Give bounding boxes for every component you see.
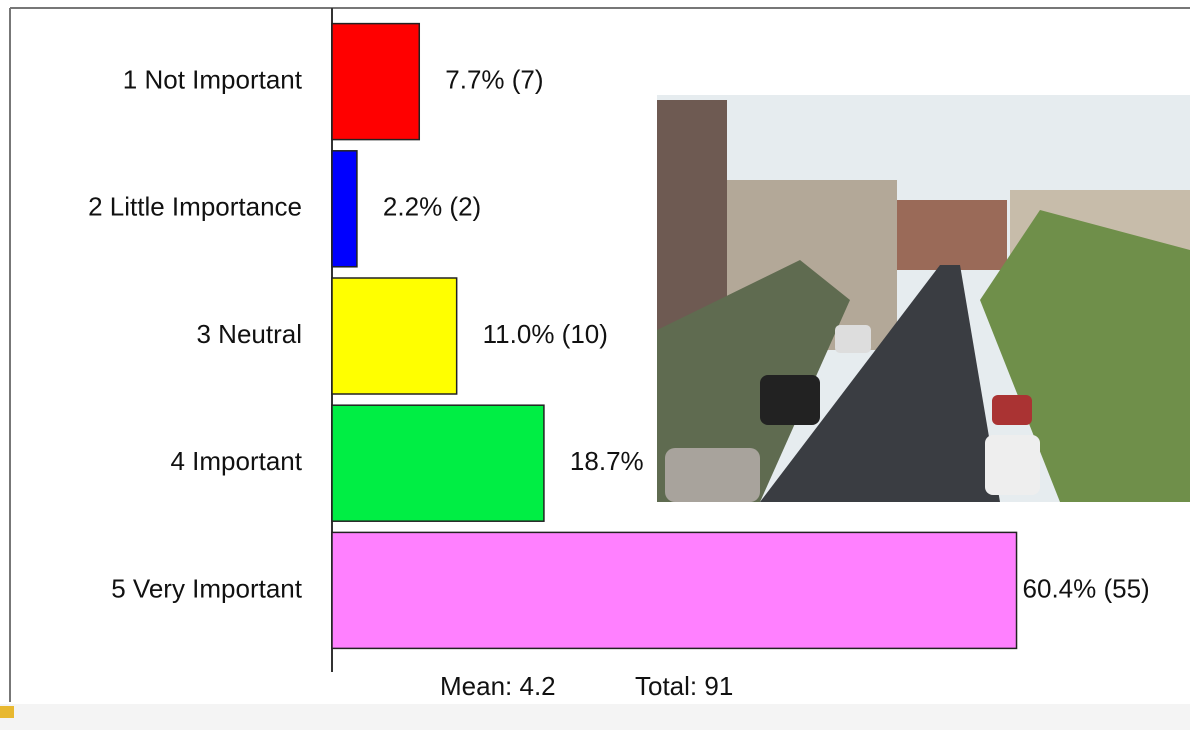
y-tick-label: 5 Very Important <box>111 573 303 603</box>
mean-annotation: Mean: 4.2 <box>440 671 556 701</box>
photo-car <box>992 395 1032 425</box>
photo-trees <box>980 210 1190 502</box>
photo-building <box>897 200 1007 270</box>
bar <box>331 404 545 522</box>
footer-band <box>0 704 1190 730</box>
photo-trees <box>657 260 850 502</box>
value-label: 7.7% (7) <box>445 64 543 94</box>
value-label: 60.4% (55) <box>1023 573 1150 603</box>
y-tick-label: 3 Neutral <box>197 319 303 349</box>
value-label: 2.2% (2) <box>383 192 481 222</box>
bar <box>331 277 458 395</box>
photo <box>657 95 1190 502</box>
bar <box>331 531 1018 650</box>
photo-road <box>760 265 1000 502</box>
value-label: 18.7% <box>570 446 644 476</box>
total-annotation: Total: 91 <box>635 671 733 701</box>
photo-car <box>665 448 760 502</box>
corner-accent <box>0 706 14 718</box>
value-label: 11.0% (10) <box>483 319 608 349</box>
photo-car <box>760 375 820 425</box>
photo-car <box>835 325 871 353</box>
y-tick-label: 1 Not Important <box>123 64 303 94</box>
bar <box>331 150 358 268</box>
y-tick-label: 4 Important <box>170 446 302 476</box>
photo-car <box>985 435 1040 495</box>
bars-layer: 1 Not Important 7.7% (7) 2 Little Importan… <box>88 22 1150 650</box>
bar <box>331 22 421 141</box>
y-tick-label: 2 Little Importance <box>88 192 302 222</box>
